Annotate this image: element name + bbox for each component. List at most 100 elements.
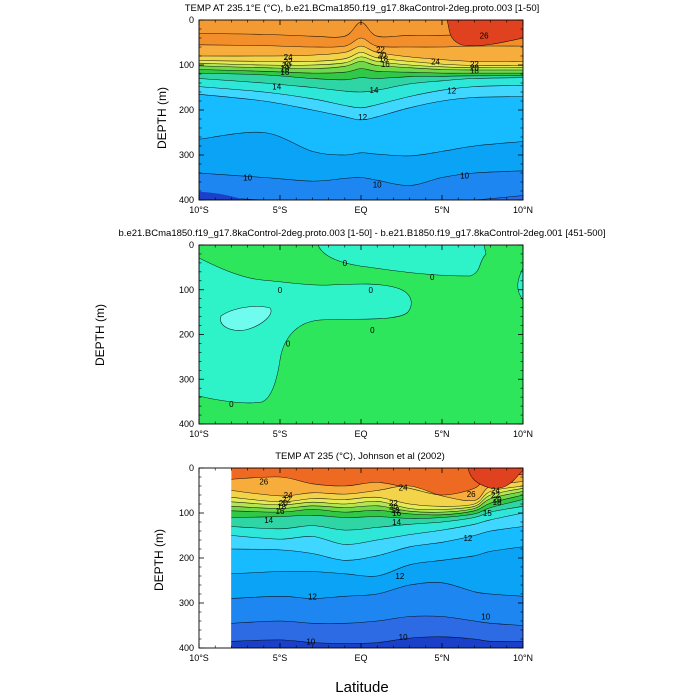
panel-bottom-ylabel: DEPTH (m): [152, 529, 166, 591]
x-tick-label: 5°S: [273, 205, 288, 215]
contour-label: 14: [272, 83, 281, 92]
contour-label: 10: [481, 613, 490, 622]
contour-label: 16: [276, 507, 285, 516]
isotherm-10: [231, 582, 523, 599]
fill-negative-top: [318, 245, 486, 276]
panel-bottom-title: TEMP AT 235 (°C), Johnson et al (2002): [275, 451, 445, 462]
x-tick-label: 5°N: [434, 653, 449, 663]
fill-negative-west: [199, 258, 412, 403]
cold-patch: [199, 192, 245, 200]
panel-middle: b.e21.BCma1850.f19_g17.8kaControl-2deg.p…: [93, 228, 605, 439]
contour-label: 18: [277, 503, 286, 512]
isotherm-12: [231, 526, 523, 561]
isotherm-24: [199, 45, 523, 62]
y-tick-label: 400: [179, 643, 194, 653]
contour-label: 18: [280, 65, 289, 74]
y-tick-label: 100: [179, 60, 194, 70]
x-tick-label: 5°S: [273, 429, 288, 439]
y-tick-label: 0: [189, 463, 194, 473]
contour-label: 26: [259, 478, 268, 487]
contour-label: 22: [376, 46, 385, 55]
contour-label: 22: [389, 499, 398, 508]
x-tick-label: 5°S: [273, 653, 288, 663]
contour-label: 0: [370, 326, 375, 335]
contour-label: 14: [264, 516, 273, 525]
y-tick-label: 400: [179, 419, 194, 429]
contour-label: 0: [368, 286, 373, 295]
contour-label: 12: [447, 87, 456, 96]
x-tick-label: 10°S: [189, 205, 209, 215]
y-tick-label: 300: [179, 598, 194, 608]
y-tick-label: 100: [179, 285, 194, 295]
y-tick-label: 200: [179, 105, 194, 115]
x-tick-label: EQ: [354, 653, 367, 663]
contour-label: 16: [392, 509, 401, 518]
isotherm-16: [199, 68, 523, 74]
x-tick-label: 5°N: [434, 429, 449, 439]
contour-label: 12: [358, 113, 367, 122]
fill-negative-east: [517, 268, 523, 300]
x-axis-label: Latitude: [335, 679, 388, 696]
x-tick-label: 10°N: [513, 205, 533, 215]
panel-middle-title: b.e21.BCma1850.f19_g17.8kaControl-2deg.p…: [119, 228, 606, 239]
contour-zero-top: [317, 245, 487, 277]
contour-label: 10: [399, 633, 408, 642]
isotherm-18: [231, 491, 523, 513]
fill-negative-core: [220, 306, 272, 331]
x-tick-label: 10°N: [513, 653, 533, 663]
contour-label: 22: [491, 491, 500, 500]
isotherm-10: [199, 170, 523, 186]
x-tick-label: 10°N: [513, 429, 533, 439]
panel-middle-ylabel: DEPTH (m): [93, 304, 107, 366]
fill-band-9: [231, 615, 523, 648]
contour-label: 24: [284, 53, 293, 62]
contour-label: 10: [460, 171, 469, 180]
panel-plot-area: [199, 245, 523, 424]
panel-bottom: TEMP AT 235 (°C), Johnson et al (2002) D…: [152, 451, 533, 663]
contour-label: 14: [370, 86, 379, 95]
fill-band-10: [199, 170, 523, 200]
contour-label: 24: [399, 483, 408, 492]
isotherm-28: [446, 20, 523, 47]
panel-top-title: TEMP AT 235.1°E (°C), b.e21.BCma1850.f19…: [185, 3, 540, 14]
y-tick-label: 200: [179, 330, 194, 340]
isotherm-16: [231, 494, 523, 516]
y-tick-label: 0: [189, 240, 194, 250]
isotherm-14: [199, 77, 523, 93]
contour-label: 0: [229, 400, 234, 409]
contour-label: 20: [378, 51, 387, 60]
contour-label: 18: [379, 55, 388, 64]
isotherm-12: [199, 94, 523, 121]
isotherm-13: [231, 512, 523, 545]
isotherm-25: [199, 37, 523, 48]
isotherm-28: [467, 468, 523, 489]
contour-label: 20: [389, 503, 398, 512]
contour-label: 12: [308, 592, 317, 601]
contour-label: 16: [381, 60, 390, 69]
isotherm-15: [231, 499, 523, 519]
contour-label: 0: [278, 286, 283, 295]
contour-label: 20: [279, 499, 288, 508]
contour-label: 20: [282, 61, 291, 70]
x-tick-label: 10°S: [189, 429, 209, 439]
contour-label: 16: [280, 68, 289, 77]
isotherm-24: [231, 481, 523, 502]
contour-label: 14: [392, 518, 401, 527]
contour-label: 18: [493, 498, 502, 507]
contour-label: 18: [391, 506, 400, 515]
x-tick-label: 5°N: [434, 205, 449, 215]
contour-label: 10: [243, 174, 252, 183]
contour-label: 12: [395, 572, 404, 581]
y-tick-label: 300: [179, 374, 194, 384]
contour-label: 0: [430, 273, 435, 282]
isotherm-11: [199, 131, 523, 157]
contour-label: 0: [343, 259, 348, 268]
contour-label: 26: [467, 490, 476, 499]
y-tick-label: 400: [179, 195, 194, 205]
panel-top-ylabel: DEPTH (m): [155, 87, 169, 149]
isotherm-18: [199, 61, 523, 71]
contour-label: 18: [470, 66, 479, 75]
isotherm-15: [199, 72, 523, 81]
contour-label: 0: [286, 339, 291, 348]
isotherm-14: [231, 506, 523, 531]
